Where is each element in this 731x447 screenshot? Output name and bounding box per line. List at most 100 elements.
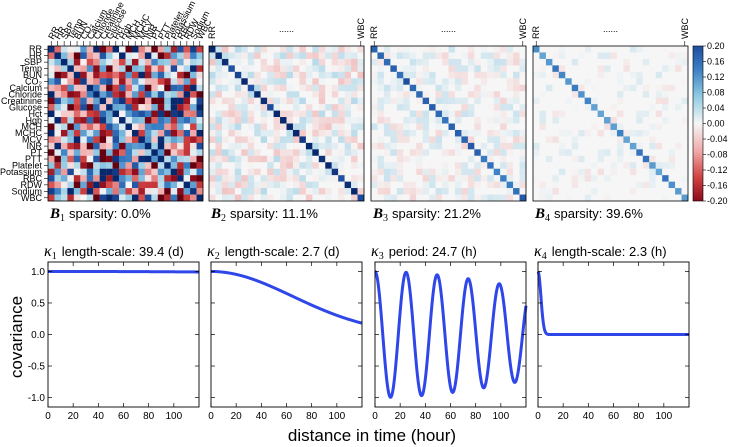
y-tick-label: 0.5: [31, 298, 45, 309]
heatmap-cell: [480, 46, 488, 53]
heatmap-cell: [377, 149, 385, 156]
heatmap-cell: [442, 84, 449, 92]
heatmap-cell: [390, 123, 397, 131]
heatmap-cell: [416, 123, 423, 131]
heatmap-cell: [86, 175, 94, 182]
heatmap-cell: [170, 110, 178, 118]
heatmap-cell: [533, 65, 540, 72]
heatmap-cell: [254, 84, 261, 92]
heatmap-cell: [636, 97, 643, 105]
heatmap-cell: [119, 46, 126, 53]
heatmap-cell: [571, 46, 579, 53]
heatmap-cell: [93, 71, 100, 79]
heatmap-cell: [474, 78, 481, 85]
heatmap-cell: [604, 168, 611, 176]
heatmap-cell: [610, 91, 618, 98]
heatmap-cell: [318, 84, 326, 92]
heatmap-cell: [500, 78, 507, 85]
heatmap-cell: [513, 65, 520, 72]
heatmap-cell: [267, 97, 274, 105]
heatmap-cell: [119, 91, 126, 98]
heatmap-cell: [331, 175, 339, 182]
heatmap-cell: [480, 136, 488, 144]
heatmap-cell: [409, 155, 417, 163]
heatmap-cell: [157, 123, 165, 131]
heatmap-cell: [131, 110, 139, 118]
heatmap-cell: [448, 194, 456, 202]
col-ellipsis: ......: [441, 24, 456, 34]
heatmap-cell: [371, 123, 378, 131]
heatmap-cell: [183, 84, 191, 92]
heatmap-cell: [487, 142, 494, 150]
heatmap-cell: [125, 142, 133, 150]
heatmap-cell: [655, 162, 663, 169]
heatmap-cell: [67, 129, 74, 137]
heatmap-cell: [545, 78, 553, 85]
heatmap-cell: [131, 91, 139, 98]
heatmap-cell: [610, 117, 618, 124]
heatmap-cell: [416, 97, 423, 105]
heatmap-cell: [273, 142, 281, 150]
heatmap-cell: [493, 58, 501, 66]
heatmap-cell: [422, 110, 430, 118]
heatmap-cell: [273, 136, 281, 144]
heatmap-cell: [228, 91, 235, 98]
heatmap-cell: [649, 52, 656, 60]
heatmap-cell: [584, 84, 592, 92]
heatmap-cell: [506, 71, 514, 79]
heatmap-cell: [545, 162, 553, 169]
heatmap-cell: [662, 136, 669, 144]
heatmap-cell: [325, 155, 332, 163]
heatmap-cell: [442, 91, 449, 98]
heatmap-cell: [681, 117, 689, 124]
heatmap-cell: [429, 142, 436, 150]
heatmap-cell: [292, 78, 300, 85]
heatmap-cell: [493, 149, 501, 156]
heatmap-cell: [209, 78, 216, 85]
heatmap-cell: [196, 136, 204, 144]
heatmap-cell: [48, 65, 55, 72]
heatmap-cell: [390, 84, 397, 92]
heatmap-cell: [351, 149, 358, 156]
heatmap-cell: [48, 117, 55, 124]
heatmap-cell: [545, 155, 553, 163]
heatmap-cell: [73, 65, 81, 72]
heatmap-cell: [48, 52, 55, 60]
heatmap-cell: [325, 123, 332, 131]
x-tick-label: 60: [118, 411, 130, 422]
heatmap-cell: [190, 97, 197, 105]
heatmap-cell: [260, 188, 268, 195]
heatmap-cell: [151, 52, 158, 60]
heatmap-cell: [344, 78, 352, 85]
heatmap-cell: [435, 71, 443, 79]
heatmap-cell: [467, 123, 475, 131]
heatmap-cell: [318, 188, 326, 195]
heatmap-cell: [668, 58, 676, 66]
heatmap-cell: [506, 91, 514, 98]
heatmap-cell: [416, 181, 423, 189]
heatmap-cell: [416, 175, 423, 182]
heatmap-cell: [292, 117, 300, 124]
heatmap-cell: [487, 123, 494, 131]
heatmap-cell: [474, 136, 481, 144]
heatmap-cell: [493, 52, 501, 60]
heatmap-cell: [54, 78, 62, 85]
heatmap-cell: [649, 65, 656, 72]
heatmap-cell: [545, 84, 553, 92]
heatmap-cell: [604, 58, 611, 66]
heatmap-cell: [177, 97, 184, 105]
heatmap-cell: [60, 91, 68, 98]
heatmap-cell: [416, 162, 423, 169]
heatmap-cell: [273, 104, 281, 111]
heatmap-cell: [461, 97, 469, 105]
heatmap-cell: [247, 84, 255, 92]
heatmap-cell: [429, 71, 436, 79]
heatmap-cell: [183, 52, 191, 60]
heatmap-cell: [73, 46, 81, 53]
heatmap-cell: [675, 136, 682, 144]
heatmap-cell: [228, 65, 235, 72]
heatmap-cell: [67, 84, 74, 92]
heatmap-cell: [552, 142, 559, 150]
heatmap-cell: [164, 46, 171, 53]
heatmap-cell: [558, 58, 566, 66]
